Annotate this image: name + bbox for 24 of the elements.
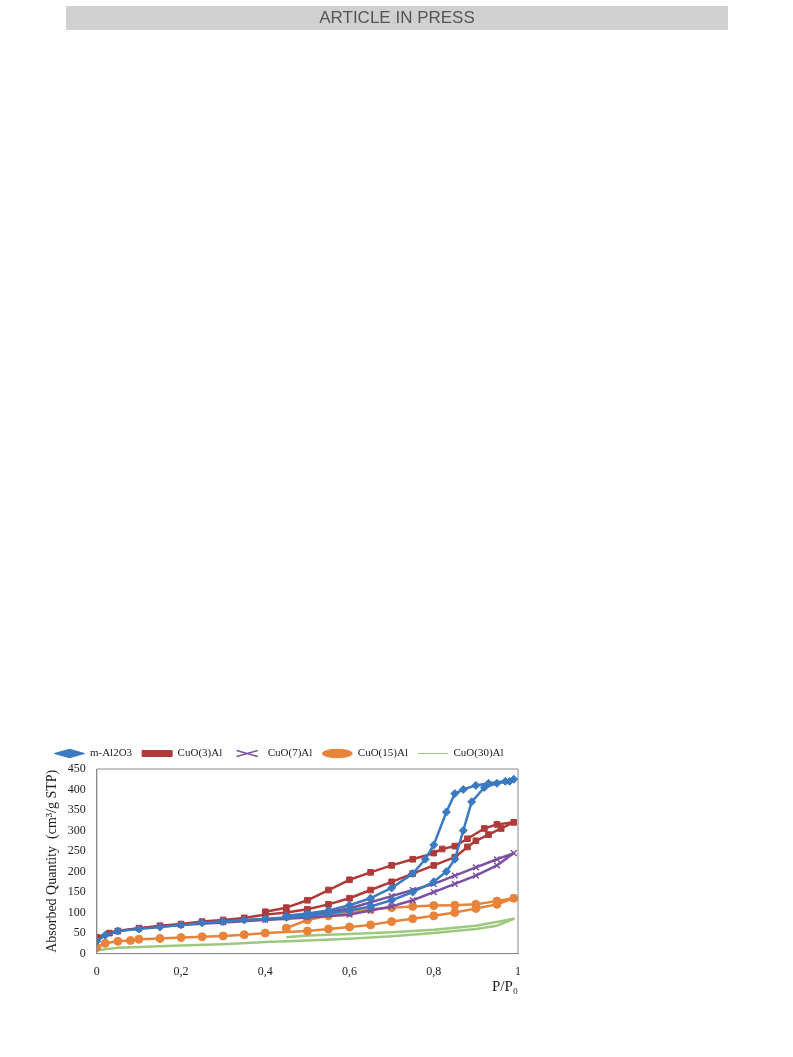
x-tick-label: 0,4 [257,963,273,978]
x-tick-label: 0,6 [342,963,358,978]
x-axis-title: P/P₀ [491,977,518,994]
y-tick-label: 300 [67,822,86,837]
y-tick-label: 450 [67,761,86,776]
y-tick-label: 0 [79,945,86,960]
legend-label: CuO(7)Al [267,746,313,760]
x-tick-label: 0 [93,963,100,978]
x-tick-label: 1 [515,963,521,978]
y-tick-label: 150 [67,884,86,899]
y-tick-label: 50 [73,925,86,940]
x-tick-label: 0,2 [173,963,189,978]
y-tick-label: 250 [67,843,86,858]
y-tick-label: 400 [67,781,86,796]
y-axis-title: Absorbed Quantity (cm³/g STP) [44,769,61,953]
legend-label: m-Al2O3 [89,746,133,759]
legend-label: CuO(3)Al [177,746,223,760]
legend-label: CuO(30)Al [453,746,504,760]
x-tick-label: 0,8 [426,963,442,978]
legend-label: CuO(15)Al [357,746,408,760]
text: ARTICLE IN PRESS [66,6,728,30]
y-tick-label: 350 [67,802,86,817]
y-tick-label: 200 [67,863,86,878]
y-tick-label: 100 [67,904,86,919]
